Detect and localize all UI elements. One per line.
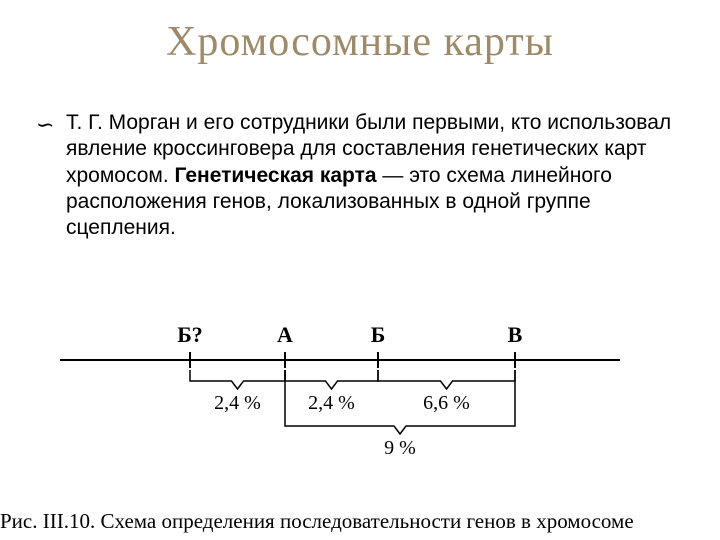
percent-label: 2,4 % bbox=[214, 392, 261, 414]
bullet-glyph: ∽ bbox=[36, 112, 54, 138]
figure-caption: Рис. III.10. Схема определения последова… bbox=[0, 509, 634, 534]
percent-label: 9 % bbox=[384, 437, 416, 459]
percent-label: 2,4 % bbox=[308, 392, 355, 414]
gene-label: А bbox=[277, 322, 293, 347]
body-paragraph: Т. Г. Морган и его сотрудники были первы… bbox=[66, 110, 676, 241]
gene-label: В bbox=[508, 322, 523, 347]
percent-label: 6,6 % bbox=[423, 392, 470, 414]
slide-title: Хромосомные карты bbox=[0, 18, 720, 66]
paragraph-bold: Генетическая карта bbox=[175, 164, 377, 187]
gene-label: Б? bbox=[177, 322, 203, 347]
gene-label: Б bbox=[371, 322, 386, 347]
chromosome-map-diagram: Б? А Б В 2,4 % 2,4 % 6,6 % 9 % bbox=[60, 300, 660, 480]
